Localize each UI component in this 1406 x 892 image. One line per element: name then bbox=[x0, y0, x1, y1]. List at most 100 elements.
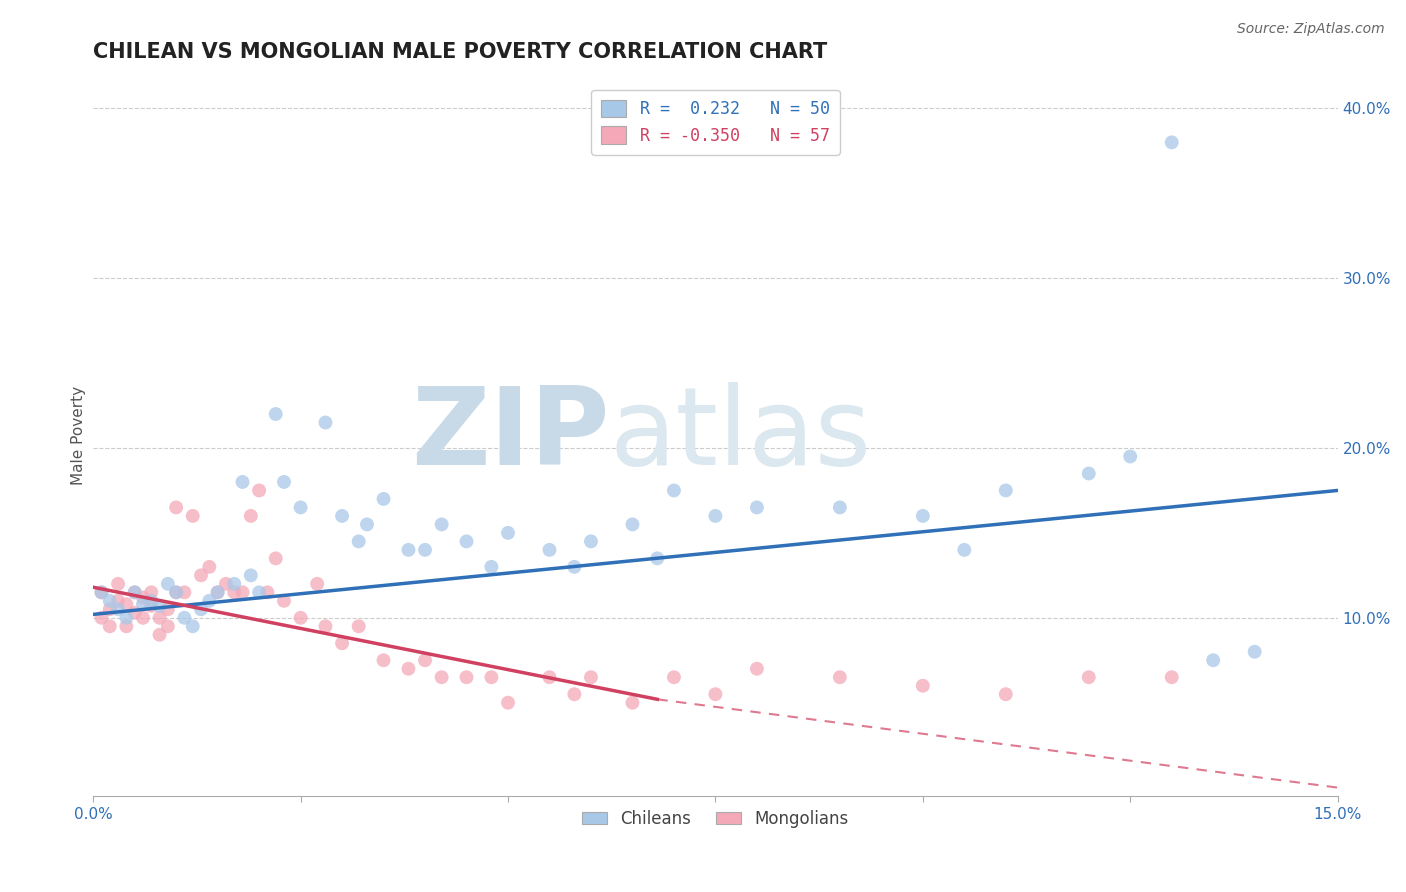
Point bbox=[373, 653, 395, 667]
Text: CHILEAN VS MONGOLIAN MALE POVERTY CORRELATION CHART: CHILEAN VS MONGOLIAN MALE POVERTY CORREL… bbox=[93, 42, 828, 62]
Point bbox=[994, 687, 1017, 701]
Point bbox=[231, 475, 253, 489]
Point bbox=[90, 585, 112, 599]
Point bbox=[132, 611, 155, 625]
Point bbox=[141, 585, 163, 599]
Point bbox=[181, 508, 204, 523]
Point bbox=[314, 416, 336, 430]
Point bbox=[115, 611, 138, 625]
Point bbox=[256, 585, 278, 599]
Point bbox=[314, 619, 336, 633]
Point bbox=[579, 670, 602, 684]
Point bbox=[90, 611, 112, 625]
Point bbox=[156, 577, 179, 591]
Point bbox=[745, 662, 768, 676]
Point bbox=[148, 599, 170, 613]
Point bbox=[456, 670, 478, 684]
Point bbox=[98, 619, 121, 633]
Point bbox=[538, 670, 561, 684]
Point bbox=[98, 594, 121, 608]
Point bbox=[215, 577, 238, 591]
Text: ZIP: ZIP bbox=[411, 383, 610, 488]
Point bbox=[90, 585, 112, 599]
Point bbox=[828, 670, 851, 684]
Point bbox=[207, 585, 229, 599]
Point bbox=[190, 602, 212, 616]
Point bbox=[330, 508, 353, 523]
Point bbox=[911, 508, 934, 523]
Point bbox=[1077, 670, 1099, 684]
Point bbox=[953, 542, 976, 557]
Point bbox=[1077, 467, 1099, 481]
Y-axis label: Male Poverty: Male Poverty bbox=[72, 385, 86, 485]
Point bbox=[1119, 450, 1142, 464]
Point bbox=[198, 594, 221, 608]
Point bbox=[148, 611, 170, 625]
Point bbox=[356, 517, 378, 532]
Point bbox=[745, 500, 768, 515]
Point bbox=[564, 559, 586, 574]
Point bbox=[662, 483, 685, 498]
Point bbox=[430, 517, 453, 532]
Point bbox=[398, 662, 420, 676]
Point bbox=[264, 551, 287, 566]
Point bbox=[430, 670, 453, 684]
Point bbox=[647, 551, 669, 566]
Point bbox=[148, 628, 170, 642]
Point bbox=[307, 577, 329, 591]
Point bbox=[132, 591, 155, 605]
Point bbox=[704, 508, 727, 523]
Point bbox=[156, 602, 179, 616]
Point bbox=[290, 611, 312, 625]
Point bbox=[273, 475, 295, 489]
Point bbox=[621, 696, 644, 710]
Point bbox=[579, 534, 602, 549]
Point bbox=[198, 559, 221, 574]
Point bbox=[828, 500, 851, 515]
Point bbox=[115, 597, 138, 611]
Point bbox=[190, 568, 212, 582]
Point bbox=[156, 619, 179, 633]
Point bbox=[207, 585, 229, 599]
Point bbox=[165, 585, 187, 599]
Point bbox=[247, 585, 270, 599]
Point bbox=[994, 483, 1017, 498]
Point bbox=[107, 594, 129, 608]
Point bbox=[496, 525, 519, 540]
Point bbox=[496, 696, 519, 710]
Point bbox=[141, 594, 163, 608]
Point bbox=[1160, 670, 1182, 684]
Point bbox=[564, 687, 586, 701]
Point bbox=[398, 542, 420, 557]
Point bbox=[239, 568, 262, 582]
Point bbox=[107, 577, 129, 591]
Text: Source: ZipAtlas.com: Source: ZipAtlas.com bbox=[1237, 22, 1385, 37]
Text: atlas: atlas bbox=[610, 383, 872, 488]
Point bbox=[290, 500, 312, 515]
Point bbox=[373, 491, 395, 506]
Point bbox=[347, 619, 370, 633]
Point bbox=[704, 687, 727, 701]
Point bbox=[239, 508, 262, 523]
Point bbox=[413, 653, 436, 667]
Point bbox=[107, 602, 129, 616]
Point bbox=[911, 679, 934, 693]
Legend: Chileans, Mongolians: Chileans, Mongolians bbox=[575, 804, 855, 835]
Point bbox=[621, 517, 644, 532]
Point bbox=[347, 534, 370, 549]
Point bbox=[413, 542, 436, 557]
Point bbox=[231, 585, 253, 599]
Point bbox=[247, 483, 270, 498]
Point bbox=[481, 559, 503, 574]
Point bbox=[165, 500, 187, 515]
Point bbox=[124, 585, 146, 599]
Point bbox=[273, 594, 295, 608]
Point bbox=[173, 585, 195, 599]
Point bbox=[141, 599, 163, 613]
Point bbox=[98, 602, 121, 616]
Point bbox=[224, 585, 246, 599]
Point bbox=[481, 670, 503, 684]
Point bbox=[124, 585, 146, 599]
Point bbox=[330, 636, 353, 650]
Point bbox=[1202, 653, 1225, 667]
